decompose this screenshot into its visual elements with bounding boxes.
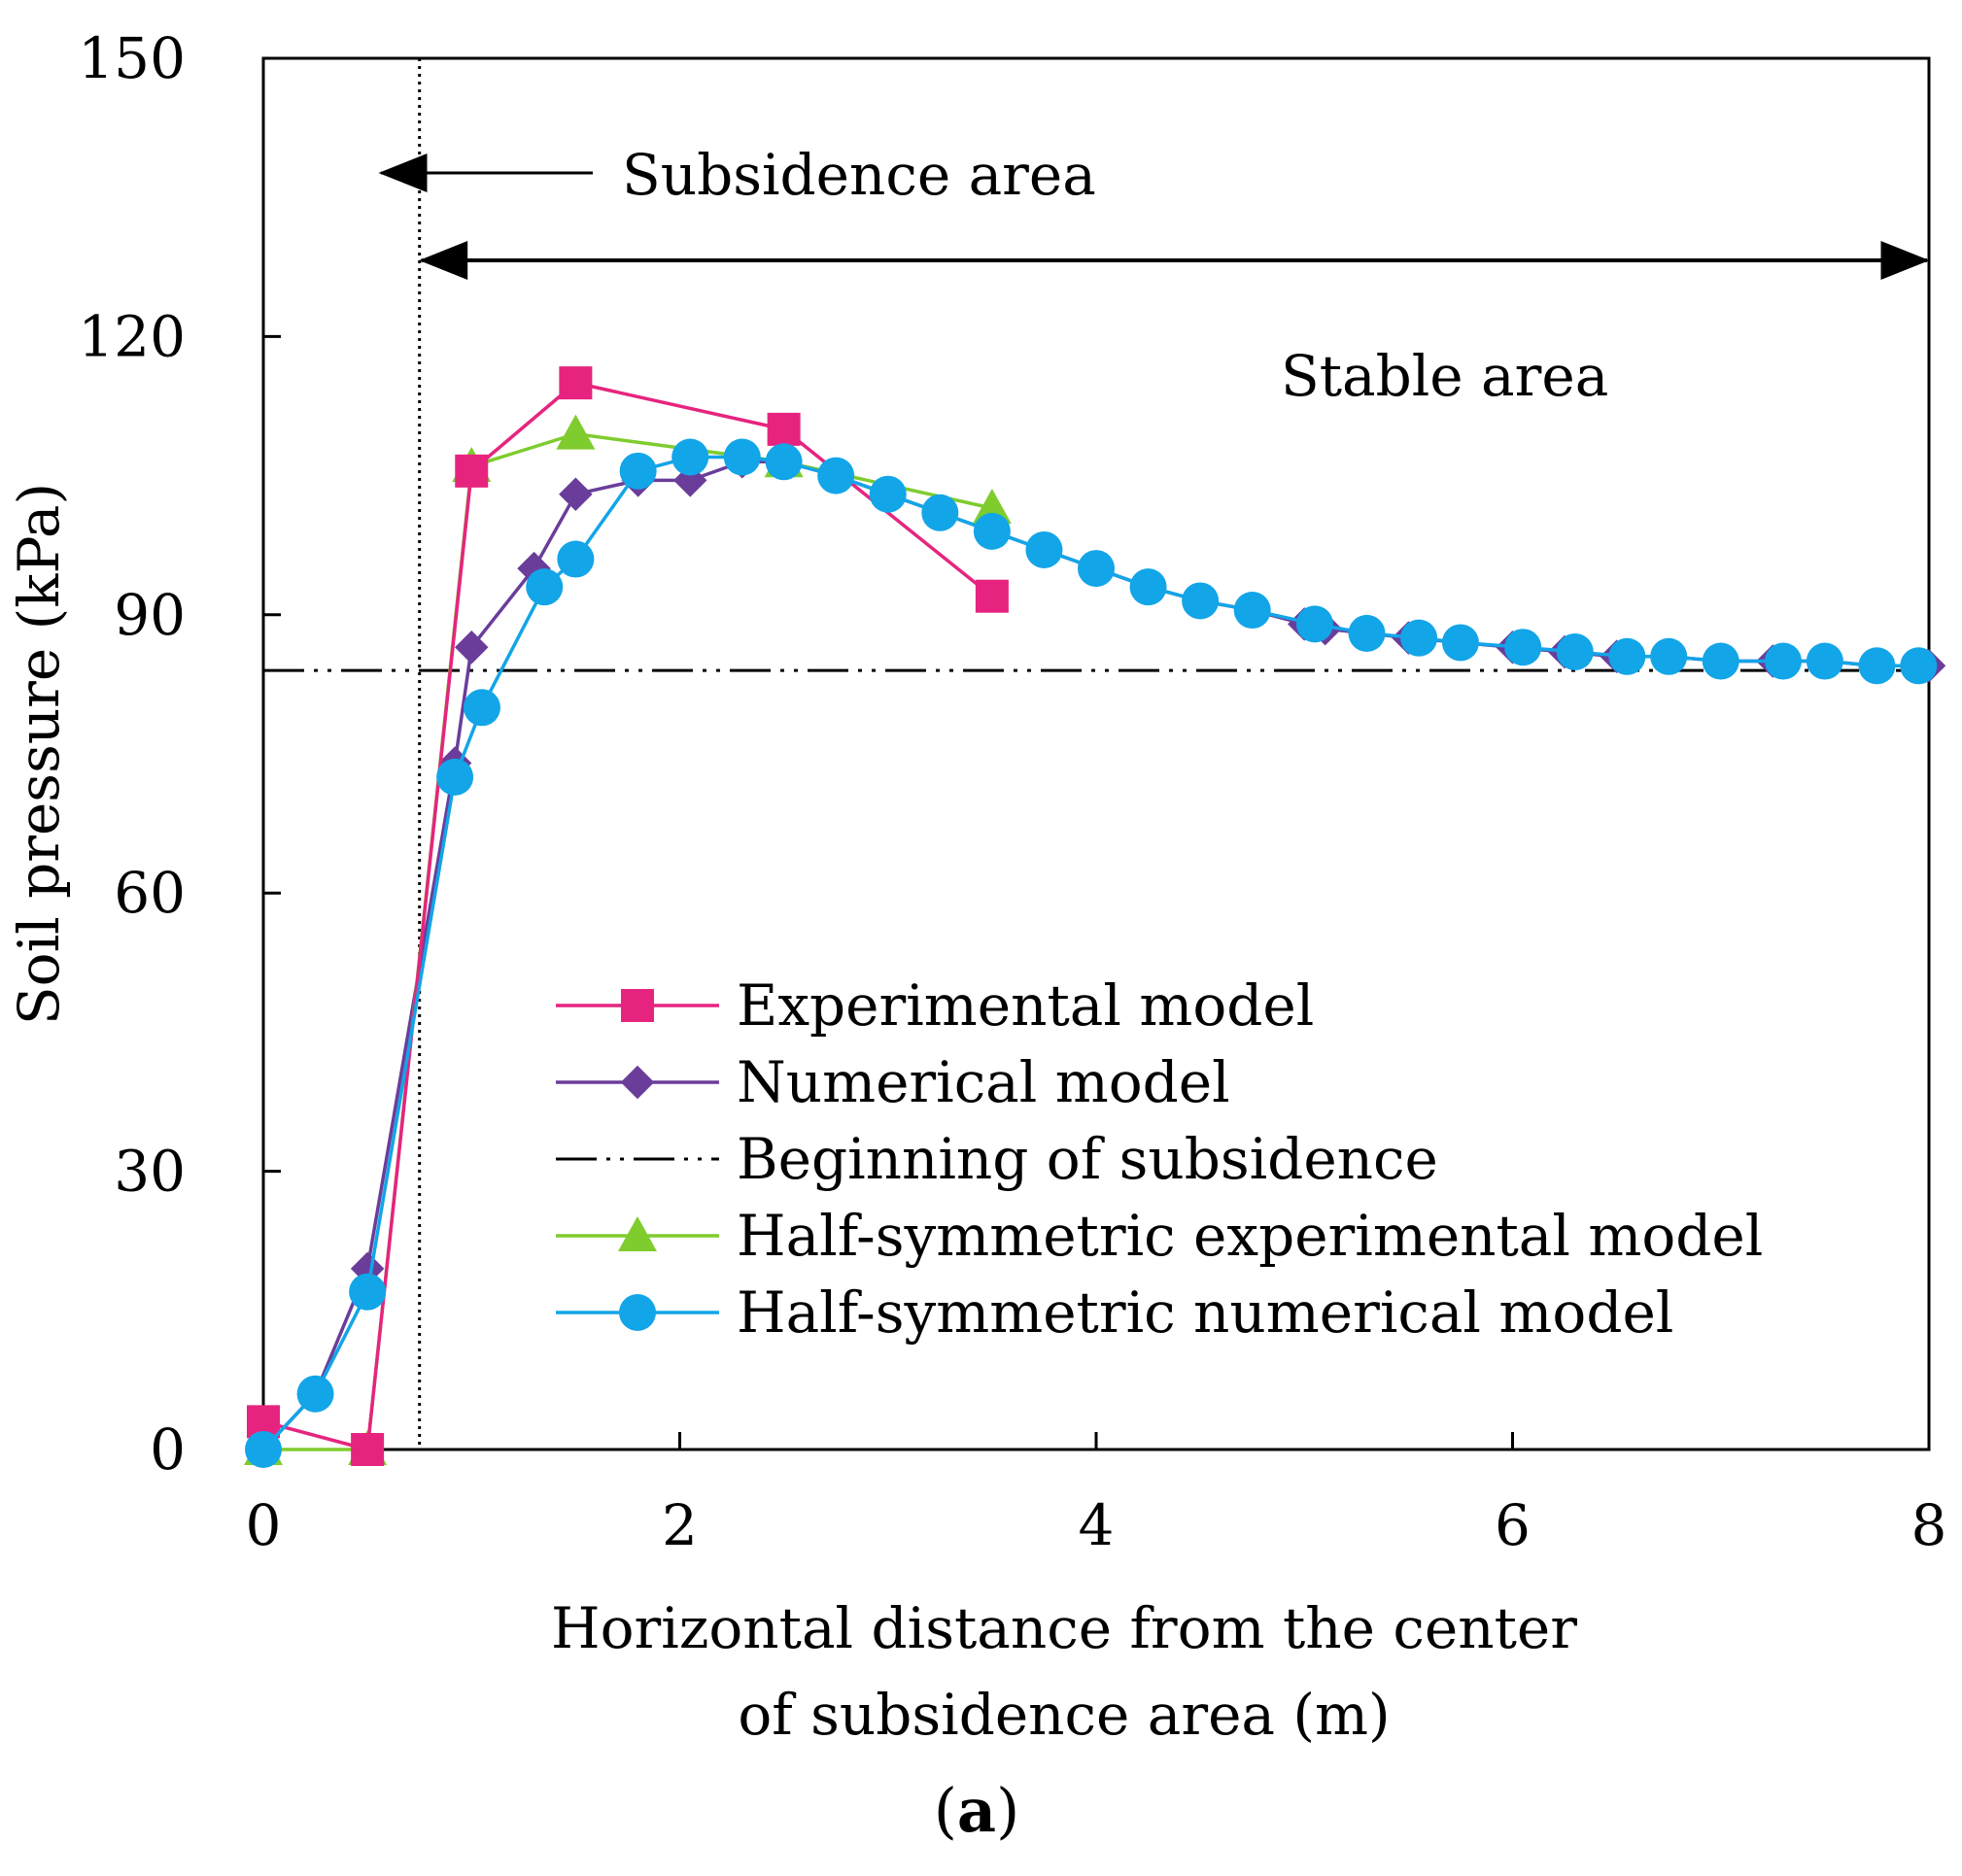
legend-marker-half-symmetric-numerical-model bbox=[619, 1294, 656, 1331]
x-tick-label-3: 6 bbox=[1495, 1492, 1531, 1558]
experimental-model-point-3 bbox=[559, 366, 593, 400]
y-tick-label-5: 150 bbox=[78, 25, 186, 91]
half-symmetric-experimental-model-point-5 bbox=[972, 489, 1012, 525]
legend: Experimental model Numerical model Beginni… bbox=[556, 972, 1763, 1346]
legend-item-experimental-model: Experimental model bbox=[556, 972, 1314, 1039]
half-symmetric-numerical-model-point-12 bbox=[869, 475, 907, 513]
x-tick-label-4: 8 bbox=[1911, 1492, 1947, 1558]
subsidence-area-label: Subsidence area bbox=[622, 142, 1096, 208]
half-symmetric-numerical-model-point-24 bbox=[1504, 629, 1542, 666]
y-tick-label-0: 0 bbox=[150, 1416, 186, 1483]
x-axis-title-line-1: Horizontal distance from the center bbox=[551, 1595, 1577, 1661]
numerical-model-point-6 bbox=[559, 477, 593, 511]
legend-marker-numerical-model bbox=[620, 1065, 655, 1100]
legend-marker-half-symmetric-experimental-model bbox=[618, 1216, 657, 1251]
half-symmetric-numerical-model-point-30 bbox=[1806, 642, 1843, 680]
half-symmetric-numerical-model-point-18 bbox=[1182, 582, 1220, 620]
half-symmetric-experimental-model-point-3 bbox=[556, 414, 596, 450]
legend-item-half-symmetric-numerical-model: Half-symmetric numerical model bbox=[556, 1279, 1673, 1346]
y-tick-label-4: 120 bbox=[78, 303, 186, 369]
legend-label-beginning-of-subsidence: Beginning of subsidence bbox=[737, 1126, 1438, 1192]
half-symmetric-numerical-model-point-4 bbox=[463, 689, 500, 727]
half-symmetric-numerical-model-point-7 bbox=[619, 452, 657, 490]
y-tick-label-3: 90 bbox=[114, 582, 186, 648]
half-symmetric-numerical-model-point-28 bbox=[1702, 642, 1739, 680]
half-symmetric-numerical-model-point-2 bbox=[349, 1273, 387, 1311]
half-symmetric-numerical-model-point-8 bbox=[671, 438, 709, 476]
half-symmetric-numerical-model-point-13 bbox=[921, 494, 959, 531]
series-layer bbox=[244, 366, 1946, 1468]
legend-item-half-symmetric-experimental-model: Half-symmetric experimental model bbox=[556, 1203, 1763, 1269]
half-symmetric-numerical-model-point-22 bbox=[1400, 619, 1438, 657]
half-symmetric-numerical-model-point-1 bbox=[296, 1375, 334, 1413]
axis-ticks: 0 30 60 90 120 150 0 2 4 6 8 bbox=[78, 25, 1946, 1558]
panel-label: (a) bbox=[934, 1775, 1020, 1846]
stable-area-label: Stable area bbox=[1281, 343, 1608, 409]
half-symmetric-numerical-model-point-11 bbox=[817, 457, 855, 495]
half-symmetric-numerical-model-point-25 bbox=[1556, 632, 1594, 670]
half-symmetric-numerical-model-point-20 bbox=[1295, 605, 1333, 643]
half-symmetric-numerical-model-point-0 bbox=[245, 1431, 282, 1468]
series-half-symmetric-numerical-model bbox=[245, 438, 1938, 1468]
half-symmetric-numerical-model-point-23 bbox=[1441, 624, 1479, 662]
half-symmetric-numerical-model-point-5 bbox=[526, 568, 564, 606]
half-symmetric-numerical-model-point-10 bbox=[765, 443, 803, 481]
half-symmetric-numerical-model-point-6 bbox=[557, 540, 595, 578]
legend-item-numerical-model: Numerical model bbox=[556, 1049, 1230, 1115]
panel-label-letter: a bbox=[957, 1775, 996, 1846]
half-symmetric-numerical-model-point-3 bbox=[436, 758, 474, 796]
half-symmetric-numerical-model-point-9 bbox=[723, 438, 761, 476]
half-symmetric-numerical-model-point-27 bbox=[1650, 637, 1688, 675]
half-symmetric-numerical-model-point-15 bbox=[1025, 530, 1063, 568]
half-symmetric-numerical-model-point-14 bbox=[973, 512, 1011, 550]
legend-item-beginning-of-subsidence: Beginning of subsidence bbox=[556, 1126, 1438, 1192]
half-symmetric-numerical-model-point-21 bbox=[1348, 614, 1386, 652]
experimental-model-point-2 bbox=[455, 454, 489, 488]
legend-marker-experimental-model bbox=[621, 989, 654, 1022]
experimental-model-line bbox=[262, 381, 993, 1451]
x-tick-label-1: 2 bbox=[662, 1492, 698, 1558]
series-experimental-model bbox=[247, 366, 1009, 1466]
y-tick-label-1: 30 bbox=[114, 1139, 186, 1205]
x-tick-label-0: 0 bbox=[246, 1492, 282, 1558]
experimental-model-point-5 bbox=[975, 579, 1009, 613]
numerical-model-point-4 bbox=[455, 630, 489, 665]
half-symmetric-numerical-model-point-16 bbox=[1078, 550, 1115, 588]
half-symmetric-numerical-model-point-31 bbox=[1858, 647, 1896, 685]
annotation-layer bbox=[378, 58, 1930, 1450]
y-tick-label-2: 60 bbox=[114, 860, 186, 926]
half-symmetric-numerical-model-point-29 bbox=[1765, 642, 1803, 680]
half-symmetric-numerical-model-point-26 bbox=[1608, 637, 1646, 675]
y-axis-title: Soil pressure (kPa) bbox=[6, 483, 72, 1025]
half-symmetric-numerical-model-point-17 bbox=[1129, 568, 1167, 606]
legend-label-experimental-model: Experimental model bbox=[737, 972, 1314, 1039]
legend-label-numerical-model: Numerical model bbox=[737, 1049, 1230, 1115]
legend-label-half-symmetric-experimental-model: Half-symmetric experimental model bbox=[737, 1203, 1763, 1269]
half-symmetric-numerical-model-point-32 bbox=[1900, 647, 1938, 685]
x-axis-title-line-2: of subsidence area (m) bbox=[738, 1682, 1390, 1748]
experimental-model-point-1 bbox=[351, 1433, 385, 1466]
half-symmetric-numerical-model-point-19 bbox=[1233, 592, 1271, 630]
x-tick-label-2: 4 bbox=[1079, 1492, 1115, 1558]
legend-label-half-symmetric-numerical-model: Half-symmetric numerical model bbox=[737, 1279, 1673, 1346]
experimental-model-point-4 bbox=[767, 412, 801, 446]
